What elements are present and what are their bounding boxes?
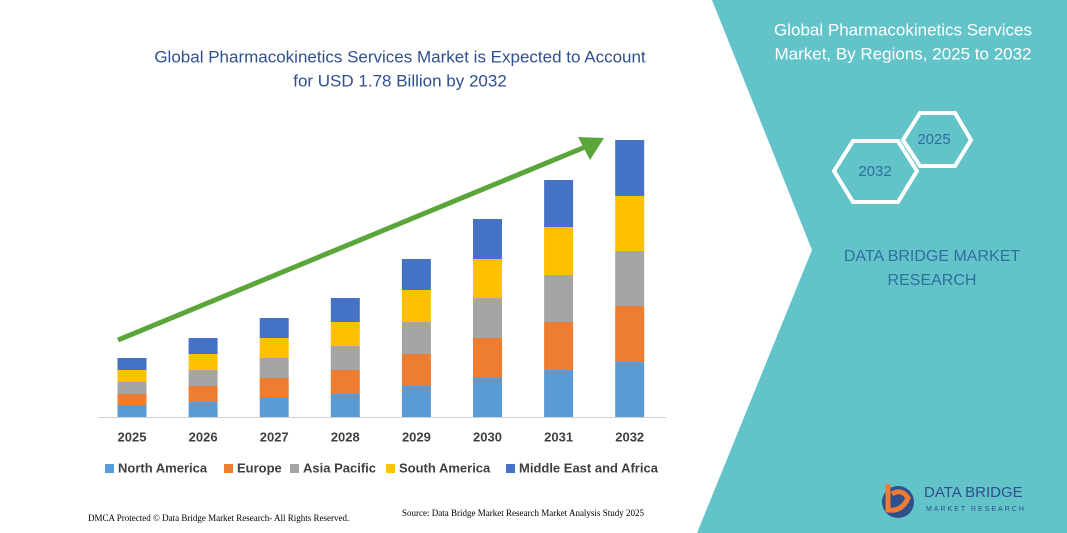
bar-segment	[401, 290, 431, 322]
bar-segment	[473, 378, 502, 417]
panel-title: Global Pharmacokinetics Services	[774, 20, 1032, 39]
bar-segment	[259, 358, 289, 378]
bar-segment	[544, 275, 574, 322]
bar-segment	[188, 370, 218, 386]
hex-label: 2025	[917, 131, 950, 148]
bar-segment	[117, 358, 147, 370]
bar-segment	[615, 251, 645, 306]
bar-segment	[615, 140, 645, 196]
legend-label: Europe	[237, 460, 282, 475]
bar-segment	[188, 386, 218, 402]
legend-marker	[105, 464, 114, 473]
bar-segment	[330, 322, 360, 346]
x-tick-label: 2028	[331, 429, 360, 444]
bar-segment	[544, 322, 574, 370]
hex-label: 2032	[858, 163, 891, 180]
bar-segment	[401, 259, 431, 290]
bar-segment	[259, 318, 289, 338]
legend-marker	[290, 464, 299, 473]
panel-title: Market, By Regions, 2025 to 2032	[774, 44, 1031, 63]
legend-label: South America	[399, 460, 491, 475]
x-tick-label: 2027	[260, 429, 289, 444]
bar-segment	[330, 370, 360, 394]
legend-label: Asia Pacific	[303, 460, 376, 475]
side-panel	[697, 0, 1067, 533]
x-tick-label: 2032	[615, 429, 644, 444]
bar-segment	[615, 196, 645, 251]
bar-segment	[473, 338, 502, 378]
x-tick-label: 2026	[189, 429, 218, 444]
bar-segment	[473, 219, 502, 259]
bar-segment	[117, 382, 147, 394]
bar-segment	[188, 402, 218, 417]
x-tick-label: 2029	[402, 429, 431, 444]
logo-name: DATA BRIDGE	[924, 484, 1023, 501]
bar-segment	[401, 354, 431, 386]
chart-title: Global Pharmacokinetics Services Market …	[154, 47, 646, 66]
bar-segment	[615, 306, 645, 362]
x-tick-label: 2025	[118, 429, 147, 444]
bar-segment	[544, 180, 574, 227]
bar-segment	[330, 394, 360, 417]
bar-segment	[544, 227, 574, 275]
bar-segment	[401, 386, 431, 417]
logo-tagline: MARKET RESEARCH	[926, 506, 1026, 513]
legend-marker	[386, 464, 395, 473]
brand-text: RESEARCH	[888, 272, 977, 289]
footer-dmca: DMCA Protected © Data Bridge Market Rese…	[88, 513, 349, 523]
bar-segment	[473, 259, 502, 298]
legend-label: North America	[118, 460, 208, 475]
footer-source: Source: Data Bridge Market Research Mark…	[402, 508, 644, 518]
bar-segment	[117, 370, 147, 382]
bar-segment	[330, 298, 360, 322]
bar-segment	[188, 338, 218, 354]
brand-text: DATA BRIDGE MARKET	[844, 248, 1021, 265]
legend-marker	[224, 464, 233, 473]
hexagon	[831, 139, 920, 204]
bar-segment	[259, 378, 289, 398]
bar-segment	[117, 405, 147, 417]
arrow-head	[578, 137, 604, 160]
bar-segment	[473, 298, 502, 338]
bar-segment	[188, 354, 218, 370]
logo-mark	[885, 484, 911, 513]
bar-segment	[330, 346, 360, 370]
chart-title: for USD 1.78 Billion by 2032	[293, 71, 507, 90]
x-tick-label: 2030	[473, 429, 502, 444]
bar-segment	[615, 362, 645, 417]
trend-arrow	[117, 142, 591, 343]
bar-segment	[259, 398, 289, 417]
bar-segment	[544, 370, 574, 417]
legend-label: Middle East and Africa	[519, 460, 659, 475]
hexagon	[900, 111, 974, 168]
x-tick-label: 2031	[544, 429, 573, 444]
bar-segment	[117, 394, 147, 405]
bar-segment	[401, 322, 431, 354]
legend-marker	[506, 464, 515, 473]
bar-segment	[259, 338, 289, 358]
